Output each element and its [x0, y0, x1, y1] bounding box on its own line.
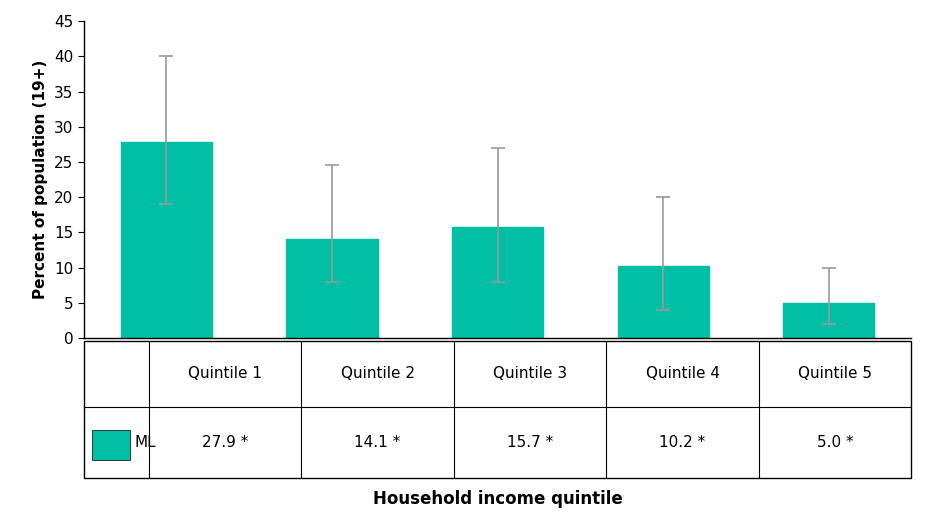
Bar	[783, 303, 874, 338]
Bar	[452, 228, 543, 338]
Text: 15.7 *: 15.7 *	[507, 435, 553, 450]
Text: 10.2 *: 10.2 *	[659, 435, 706, 450]
Text: Quintile 5: Quintile 5	[798, 366, 872, 381]
Text: Quintile 4: Quintile 4	[645, 366, 720, 381]
Bar	[121, 142, 212, 338]
Text: Household income quintile: Household income quintile	[373, 490, 622, 508]
Text: 27.9 *: 27.9 *	[202, 435, 248, 450]
Text: 5.0 *: 5.0 *	[817, 435, 854, 450]
Bar	[286, 239, 378, 338]
Y-axis label: Percent of population (19+): Percent of population (19+)	[33, 60, 48, 299]
Text: Quintile 3: Quintile 3	[493, 366, 567, 381]
Bar	[618, 266, 709, 338]
Text: Quintile 1: Quintile 1	[188, 366, 262, 381]
Text: Quintile 2: Quintile 2	[340, 366, 415, 381]
Text: 14.1 *: 14.1 *	[354, 435, 401, 450]
Bar	[91, 430, 129, 460]
Text: ML: ML	[134, 435, 156, 450]
